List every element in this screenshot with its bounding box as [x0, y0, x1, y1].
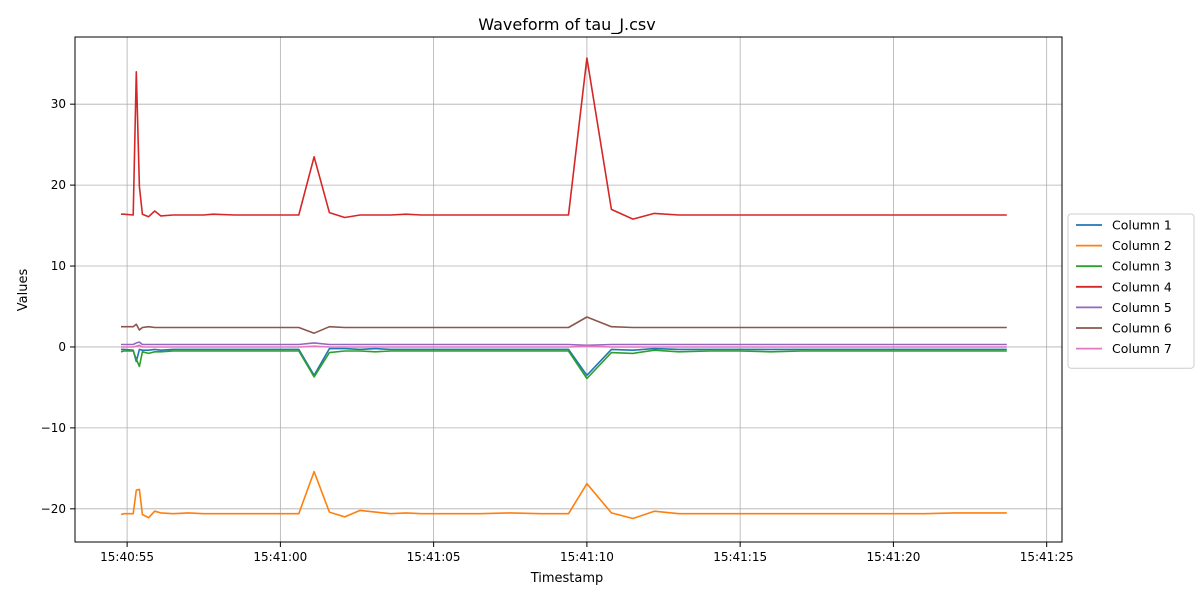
y-axis-ticks: −20 −10 0 10 20 30	[41, 97, 75, 516]
y-tick-label: 20	[51, 178, 66, 192]
series-line-7	[121, 344, 1007, 348]
x-tick-label: 15:40:55	[100, 550, 154, 564]
series-line-2	[120, 470, 1007, 520]
x-tick-label: 15:41:05	[407, 550, 461, 564]
series-lines	[120, 57, 1007, 520]
legend-label-5: Column 5	[1112, 300, 1172, 315]
legend-box	[1067, 213, 1195, 369]
x-tick-label: 15:41:20	[866, 550, 920, 564]
y-tick-label: 0	[58, 340, 66, 354]
legend: Column 1 Column 2 Column 3 Column 4 Column 5…	[1067, 213, 1195, 369]
legend-label-7: Column 7	[1112, 341, 1172, 356]
series-line-3	[120, 349, 1007, 380]
series-line-5	[121, 341, 1007, 347]
x-tick-label: 15:41:15	[713, 550, 767, 564]
x-tick-label: 15:41:00	[253, 550, 307, 564]
y-axis-label: Values	[16, 269, 31, 312]
x-axis-label: Timestamp	[530, 571, 604, 586]
y-tick-label: −20	[41, 502, 66, 516]
y-tick-label: 30	[51, 97, 66, 111]
series-line-6	[121, 316, 1007, 335]
y-tick-label: 10	[51, 259, 66, 273]
legend-label-4: Column 4	[1112, 279, 1172, 294]
y-tick-label: −10	[41, 421, 66, 435]
chart-title: Waveform of tau_J.csv	[478, 15, 655, 35]
legend-label-6: Column 6	[1112, 321, 1172, 336]
series-line-1	[121, 347, 1007, 377]
legend-label-2: Column 2	[1112, 238, 1172, 253]
series-line-4	[121, 57, 1007, 220]
legend-label-3: Column 3	[1112, 259, 1172, 274]
x-axis-ticks: 15:40:55 15:41:00 15:41:05 15:41:10 15:41:15…	[100, 542, 1074, 564]
x-tick-label: 15:41:10	[560, 550, 614, 564]
legend-label-1: Column 1	[1112, 218, 1172, 233]
x-tick-label: 15:41:25	[1020, 550, 1074, 564]
plot-frame	[74, 36, 1063, 543]
